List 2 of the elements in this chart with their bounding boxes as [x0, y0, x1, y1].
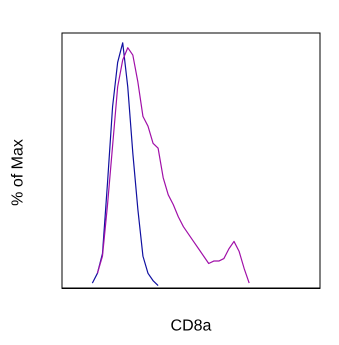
x-axis-title: CD8a: [170, 318, 212, 334]
y-axis-title: % of Max: [10, 139, 26, 206]
